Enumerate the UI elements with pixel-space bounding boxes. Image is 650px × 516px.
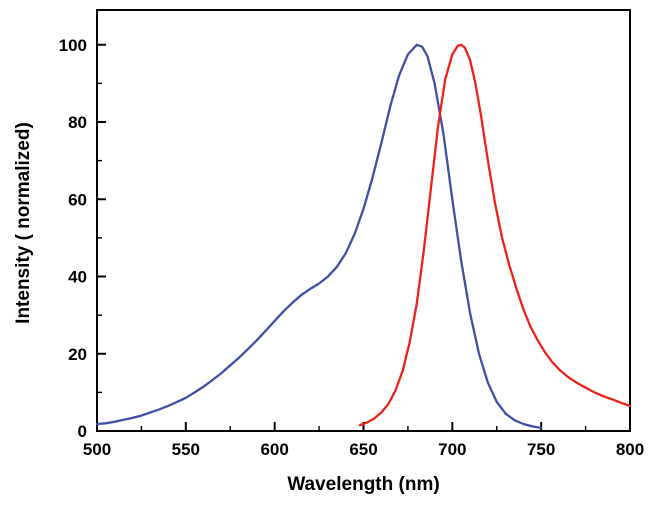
x-tick-label: 750 bbox=[527, 440, 555, 459]
plot-frame bbox=[96, 9, 631, 432]
y-tick-label: 100 bbox=[59, 36, 87, 55]
x-tick-label: 500 bbox=[83, 440, 111, 459]
x-tick-label: 550 bbox=[172, 440, 200, 459]
y-axis-label: Intensity ( normalized) bbox=[13, 122, 34, 324]
x-tick-label: 800 bbox=[616, 440, 644, 459]
x-tick-label: 650 bbox=[349, 440, 377, 459]
x-tick-label: 600 bbox=[260, 440, 288, 459]
blue-excitation-spectrum-line bbox=[95, 43, 543, 430]
y-tick-label: 40 bbox=[68, 268, 87, 287]
red-emission-spectrum-line bbox=[358, 43, 632, 427]
x-axis-label: Wavelength (nm) bbox=[287, 474, 440, 495]
x-tick-label: 700 bbox=[438, 440, 466, 459]
y-tick-label: 0 bbox=[78, 422, 87, 441]
y-tick-label: 20 bbox=[68, 345, 87, 364]
y-tick-label: 80 bbox=[68, 113, 87, 132]
y-tick-label: 60 bbox=[68, 190, 87, 209]
